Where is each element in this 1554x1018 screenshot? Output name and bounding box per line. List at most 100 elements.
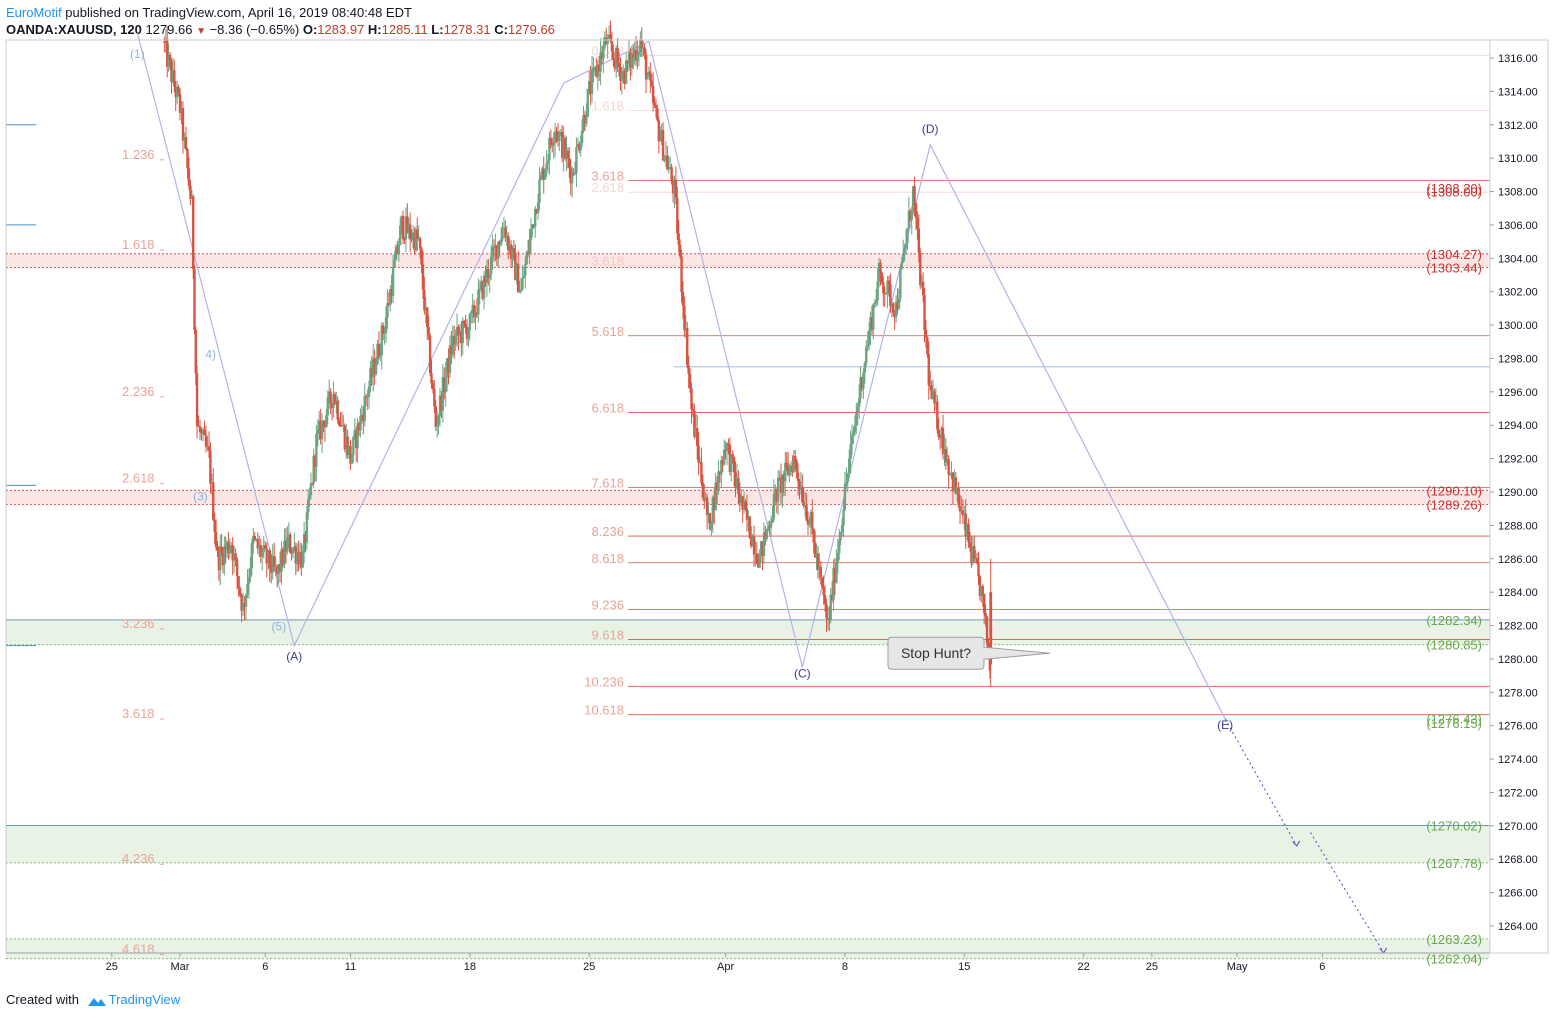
- y-tick-label: 1310.00: [1498, 153, 1538, 165]
- candle-body: [714, 482, 717, 511]
- candle-body: [691, 409, 695, 411]
- candle-body: [433, 389, 436, 407]
- candle-body: [210, 482, 214, 484]
- candle-body: [792, 456, 795, 472]
- candle-body: [605, 37, 608, 45]
- candle-body: [883, 293, 886, 295]
- candle-body: [974, 558, 977, 560]
- candle-body: [627, 52, 631, 64]
- candle-body: [461, 320, 464, 344]
- y-tick-label: 1300.00: [1498, 320, 1538, 332]
- candle-body: [275, 565, 279, 574]
- candle-body: [617, 62, 621, 67]
- candle-body: [408, 224, 412, 239]
- fib-label-right: 8.236: [591, 524, 624, 539]
- candle-body: [943, 448, 946, 455]
- candle-body: [759, 541, 763, 555]
- candle-body: [497, 241, 500, 259]
- candle-body: [353, 430, 356, 437]
- author-name[interactable]: EuroMotif: [6, 5, 62, 20]
- candle-body: [217, 550, 221, 571]
- candle-body: [731, 453, 734, 458]
- candle-body: [514, 252, 517, 281]
- candle-body: [373, 358, 376, 375]
- candle-body: [686, 327, 689, 366]
- candle-body: [641, 47, 645, 49]
- candle-body: [934, 401, 938, 404]
- candle-body: [505, 236, 508, 238]
- y-axis-frame: [1489, 39, 1549, 954]
- candle-body: [865, 347, 868, 364]
- candle-body: [866, 345, 869, 348]
- candle-body: [343, 425, 347, 450]
- wave-label: (A): [286, 650, 302, 664]
- candle-body: [387, 303, 391, 305]
- candle-body: [194, 329, 197, 374]
- candle-body: [274, 565, 277, 567]
- candle-body: [393, 260, 396, 267]
- candle-body: [448, 345, 452, 373]
- candle-body: [352, 436, 355, 456]
- candle-body: [917, 228, 921, 253]
- candle-body: [397, 245, 401, 254]
- candle-body: [660, 130, 663, 140]
- fib-label-left: 1.236: [122, 147, 155, 162]
- x-tick-label: 25: [583, 961, 595, 973]
- candle-body: [720, 460, 723, 475]
- candle-body: [562, 138, 565, 158]
- candle-body: [875, 300, 878, 303]
- y-tick-label: 1306.00: [1498, 220, 1538, 232]
- x-tick-label: 25: [1146, 961, 1158, 973]
- candle-body: [478, 288, 481, 290]
- price-change: −8.36 (−0.65%): [209, 22, 300, 37]
- tradingview-logo-icon: [87, 997, 106, 1006]
- candle-body: [842, 509, 845, 526]
- wave-labels-layer: (1) (3) 4) (5) (A) (C) (D) (E) (1308.20)(1308.00…: [130, 47, 1482, 967]
- candle-body: [220, 546, 223, 552]
- candle-body: [806, 520, 810, 525]
- candle-body: [349, 445, 352, 464]
- tradingview-brand[interactable]: TradingView: [108, 992, 181, 1007]
- candle-body: [304, 533, 307, 543]
- candle-body: [576, 144, 580, 148]
- y-tick-label: 1268.00: [1498, 854, 1538, 866]
- candle-body: [330, 403, 334, 408]
- candle-body: [424, 307, 428, 311]
- zone: [6, 253, 1490, 268]
- candle-body: [434, 406, 437, 427]
- candle-body: [322, 420, 325, 423]
- publish-info: published on TradingView.com, April 16, …: [65, 5, 412, 20]
- y-tick-label: 1270.00: [1498, 821, 1538, 833]
- candle-body: [573, 173, 577, 175]
- candle-body: [603, 37, 607, 47]
- candle-body: [803, 505, 807, 507]
- x-tick-label: 11: [345, 961, 356, 973]
- candle-body: [195, 373, 199, 426]
- candle-body: [417, 238, 420, 240]
- candle-body: [812, 528, 815, 543]
- candle-body: [776, 477, 780, 502]
- candle-body: [538, 179, 541, 203]
- fib-label-left: 4.618: [122, 941, 155, 956]
- candle-body: [609, 34, 612, 42]
- candle-body: [414, 229, 418, 251]
- wave-label: (E): [1217, 718, 1233, 732]
- candle-body: [816, 553, 820, 570]
- x-tick-label: 15: [958, 961, 970, 973]
- candle-body: [556, 131, 560, 141]
- candle-body: [700, 462, 703, 483]
- candle-body: [252, 536, 255, 544]
- candle-body: [715, 482, 719, 491]
- candle-body: [904, 243, 908, 248]
- candle-body: [259, 545, 262, 557]
- candle-body: [420, 248, 423, 265]
- candle-body: [339, 425, 342, 427]
- candle-body: [200, 432, 203, 434]
- candle-body: [890, 303, 894, 307]
- candle-body: [369, 368, 372, 387]
- candle-body: [980, 586, 983, 597]
- candle-body: [315, 433, 318, 467]
- candle-body: [607, 34, 611, 38]
- y-tick-label: 1304.00: [1498, 253, 1538, 265]
